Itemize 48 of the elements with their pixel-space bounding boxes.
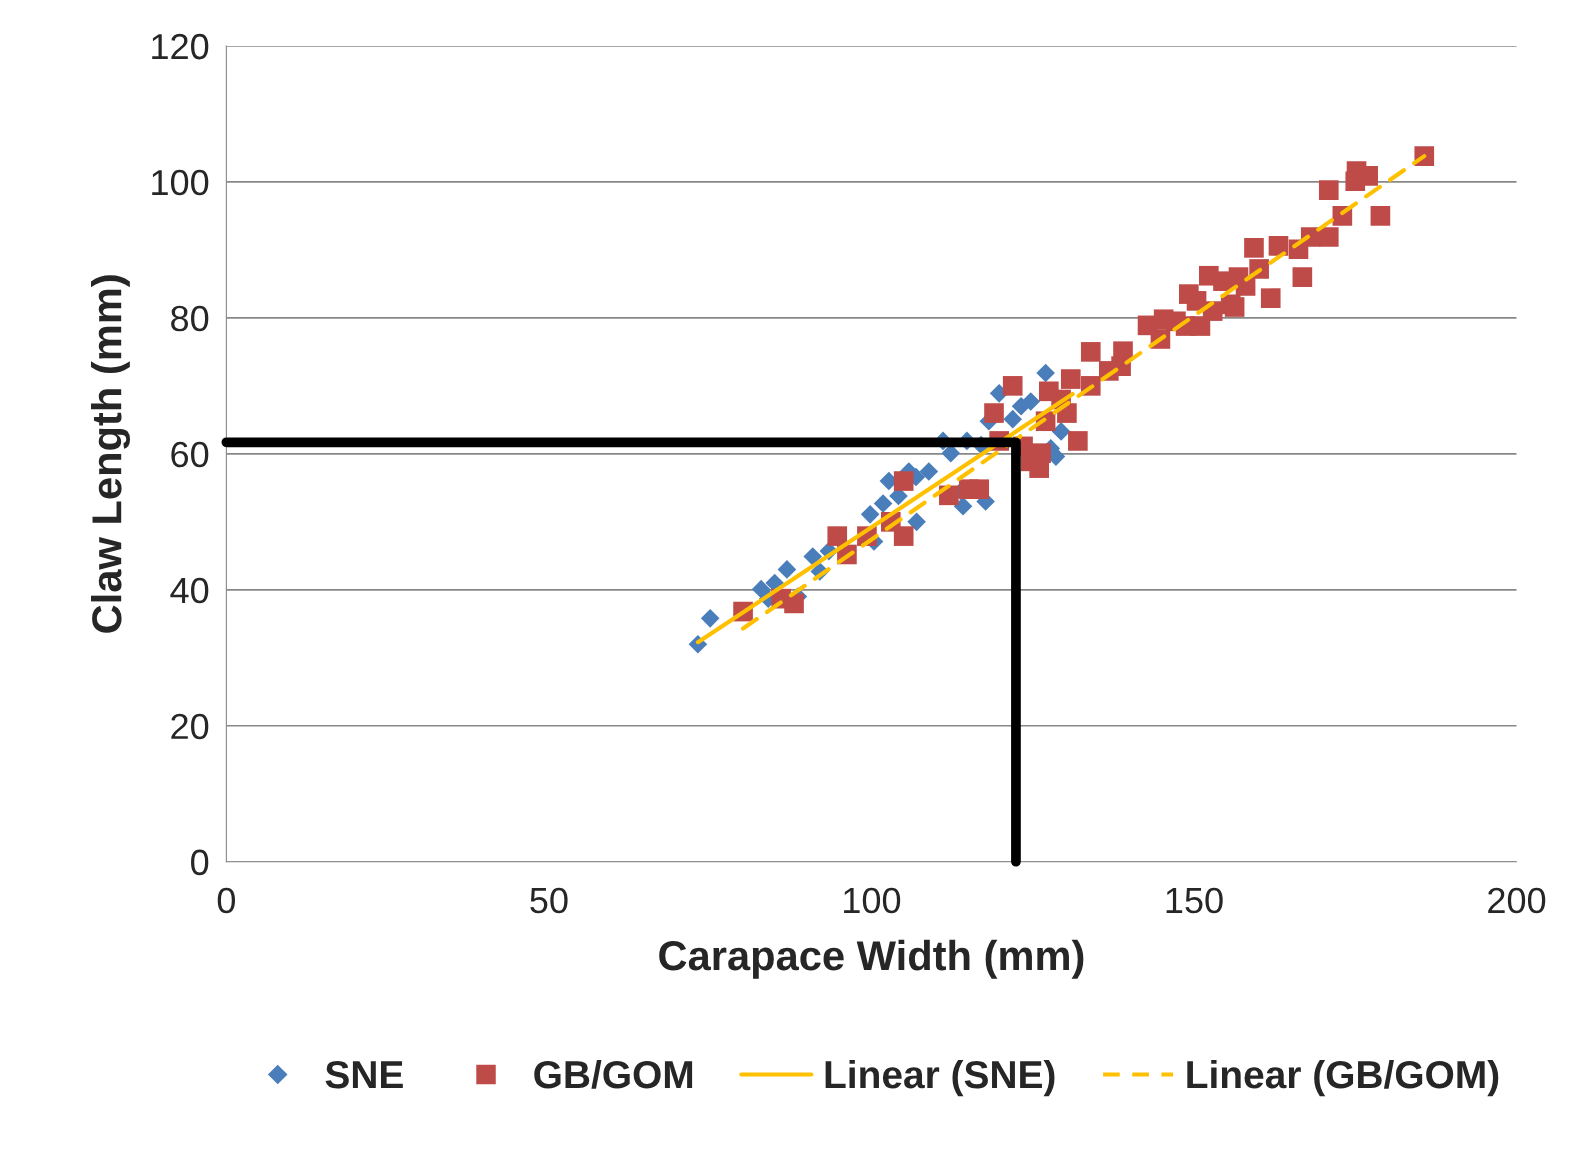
x-tick-label: 100: [844, 887, 901, 914]
x-axis-title: Carapace Width (mm): [659, 939, 1084, 979]
point: [1260, 288, 1281, 308]
point: [969, 479, 989, 500]
x-tick-label: 0: [217, 887, 235, 914]
y-tick-label: 100: [152, 169, 209, 196]
y-tick-label: 0: [191, 849, 209, 876]
point: [1292, 267, 1313, 287]
x-tick-label: 50: [530, 887, 568, 914]
legend-label: Linear (SNE): [825, 1059, 1055, 1097]
point: [919, 462, 939, 481]
legend-label: GB/GOM: [534, 1059, 693, 1089]
legend-label: Linear (GB/GOM): [1187, 1059, 1499, 1097]
legend-label: SNE: [325, 1060, 403, 1089]
point: [873, 494, 893, 513]
point: [1370, 206, 1391, 226]
point: [1318, 227, 1339, 247]
point: [1080, 342, 1101, 362]
y-tick-label: 40: [170, 577, 209, 604]
y-tick-label: 60: [171, 441, 209, 468]
y-tick-label: 20: [171, 713, 209, 740]
point: [1003, 409, 1023, 429]
point: [784, 593, 804, 614]
point: [953, 496, 973, 516]
x-tick-label: 200: [1488, 887, 1546, 914]
point: [1268, 236, 1289, 256]
point: [1021, 392, 1041, 411]
point: [1036, 363, 1055, 383]
point: [1002, 376, 1023, 396]
x-tick-label: 150: [1166, 887, 1223, 914]
point: [1060, 369, 1081, 389]
point: [893, 526, 914, 546]
y-tick-label: 120: [152, 33, 209, 60]
y-axis-title: Claw Length (mm): [90, 275, 131, 633]
point: [827, 526, 848, 546]
y-tick-label: 80: [171, 305, 209, 332]
point: [1031, 443, 1051, 463]
point: [1318, 180, 1339, 200]
point: [1068, 431, 1088, 451]
point: [1051, 422, 1071, 441]
point: [907, 512, 926, 532]
point: [984, 403, 1004, 423]
point: [777, 560, 797, 579]
point: [893, 471, 914, 491]
point: [1244, 238, 1264, 258]
point: [860, 505, 880, 524]
point: [700, 609, 720, 628]
point: [803, 547, 823, 566]
